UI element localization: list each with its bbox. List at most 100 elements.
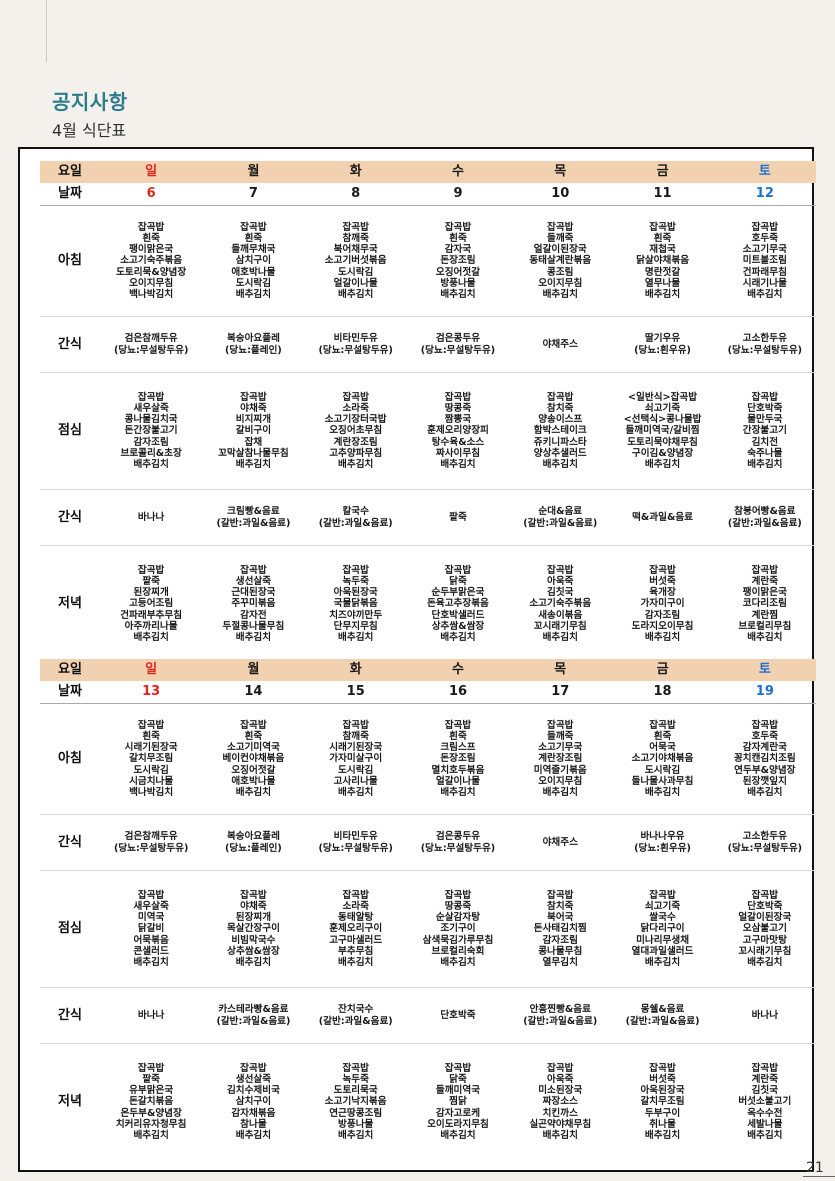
menu-item: 잡곡밥 bbox=[547, 889, 574, 901]
snack2-menu-cell: 바나나 bbox=[100, 489, 203, 546]
menu-item: 배추김치 bbox=[133, 459, 169, 470]
menu-item: 백나박김치 bbox=[129, 289, 174, 300]
menu-item: 북어채무국 bbox=[333, 244, 378, 256]
menu-item: 잡곡밥 bbox=[137, 719, 165, 731]
menu-item: 아욱죽 bbox=[547, 1073, 574, 1085]
day-name-cell: 일 bbox=[100, 659, 203, 681]
menu-item: 콩조림 bbox=[547, 266, 574, 278]
menu-item: 잡곡밥 bbox=[751, 889, 779, 901]
menu-item: 참깨죽 bbox=[342, 232, 369, 244]
menu-item: 배추김치 bbox=[542, 289, 578, 300]
menu-item: 검은콩두유 bbox=[435, 333, 481, 345]
menu-item: 닭살야채볶음 bbox=[636, 255, 690, 267]
menu-item: 목살간장구이 bbox=[226, 923, 280, 935]
day-header-row: 요일 일 월 화 수 목 금 토 bbox=[40, 161, 816, 183]
menu-item: 미소된장국 bbox=[538, 1085, 583, 1097]
menu-item: 소고기숙주볶음 bbox=[120, 255, 183, 267]
menu-item: 배추김치 bbox=[747, 787, 783, 798]
menu-item: 새우살죽 bbox=[133, 402, 169, 414]
menu-item: 호두죽 bbox=[751, 730, 779, 742]
lunch-menu-cell: 잡곡밥 단호박죽 물만두국 간장불고기 김치전 숙주나물 배추김치 bbox=[713, 372, 816, 490]
menu-item: 갈비구이 bbox=[235, 425, 272, 437]
breakfast-menu-cell: 잡곡밥 흰죽 소고기미역국 베이컨야채볶음 오징어젓갈 애호박나물 배추김치 bbox=[202, 703, 305, 815]
menu-item: 닭죽 bbox=[449, 1073, 467, 1085]
day-name-cell: 금 bbox=[611, 659, 714, 681]
menu-item: 브로컬리무침 bbox=[738, 620, 792, 632]
menu-item: 감자전 bbox=[240, 609, 267, 621]
breakfast-menu-cell: 잡곡밥 참깨죽 시래기된장국 가자미살구이 도시락김 고사리나물 배추김치 bbox=[304, 703, 407, 815]
date-cell: 6 bbox=[100, 183, 203, 206]
menu-item: (당뇨:무설탕두유) bbox=[420, 344, 496, 356]
lunch-label: 점심 bbox=[40, 372, 100, 490]
menu-item: 팽이맑은국 bbox=[742, 587, 787, 599]
menu-item: 얼갈이된장국 bbox=[533, 244, 587, 256]
menu-item: 배추김치 bbox=[440, 787, 476, 798]
lunch-menu-cell: 잡곡밥 소라죽 소고기장터국밥 오징어초무침 계란장조림 고추양파무침 배추김치 bbox=[304, 372, 407, 490]
menu-item: 도토리묵&양념장 bbox=[116, 266, 187, 278]
menu-item: 바나나 bbox=[137, 511, 165, 523]
menu-item: 잡곡밥 bbox=[240, 391, 267, 403]
menu-item: 배추김치 bbox=[440, 289, 476, 300]
menu-item: 배추김치 bbox=[644, 289, 681, 300]
menu-item: 고사리나물 bbox=[333, 775, 378, 787]
day-name-cell: 목 bbox=[509, 161, 612, 183]
margin-line bbox=[46, 0, 47, 62]
menu-item: 가자미살구이 bbox=[329, 753, 383, 765]
menu-item: 칼국수 bbox=[342, 506, 369, 518]
menu-item: (갈반:과일&음료) bbox=[523, 517, 598, 529]
menu-item: 갈치무조림 bbox=[129, 753, 174, 765]
menu-item: 잡곡밥 bbox=[444, 1062, 472, 1074]
menu-item: 쌀국수 bbox=[649, 912, 676, 924]
menu-item: 오삼불고기 bbox=[742, 923, 787, 935]
menu-item: 배추김치 bbox=[440, 459, 476, 470]
menu-item: 땅콩죽 bbox=[444, 402, 472, 414]
menu-item: 참치죽 bbox=[547, 900, 574, 912]
menu-item: 순살감자탕 bbox=[435, 912, 481, 924]
menu-item: 베이컨야채볶음 bbox=[222, 753, 285, 765]
menu-item: (당뇨:플레인) bbox=[225, 344, 282, 356]
menu-item: 떡&과일&음료 bbox=[632, 511, 693, 523]
menu-item: 삼색묵김가루무침 bbox=[422, 934, 494, 946]
snack2-menu-cell: 안흥찐빵&음료 (갈반:과일&음료) bbox=[509, 987, 612, 1044]
menu-item: 동태살계란볶음 bbox=[529, 255, 592, 267]
menu-item: 도시락김 bbox=[133, 764, 169, 776]
menu-item: 도시락김 bbox=[338, 266, 374, 278]
menu-item: 소고기버섯볶음 bbox=[324, 255, 387, 267]
day-name-cell: 수 bbox=[406, 659, 510, 681]
menu-item: 야채죽 bbox=[240, 900, 267, 912]
menu-item: 소라죽 bbox=[342, 402, 369, 414]
menu-item: 배추김치 bbox=[133, 1130, 169, 1141]
breakfast-menu-cell: 잡곡밥 흰죽 재첩국 닭살야채볶음 명란젓갈 열무나물 배추김치 bbox=[611, 205, 714, 317]
snack2-menu-cell: 팥죽 bbox=[406, 489, 510, 546]
menu-item: 닭갈비 bbox=[137, 923, 165, 935]
date-cell: 12 bbox=[713, 183, 816, 206]
snack1-menu-cell: 야채주스 bbox=[509, 316, 612, 373]
menu-item: 계란장조림 bbox=[333, 436, 378, 448]
snack1-menu-cell: 고소한두유 (당뇨:무설탕두유) bbox=[713, 316, 816, 373]
menu-item: 짬뽕국 bbox=[444, 414, 472, 426]
menu-item: 배추김치 bbox=[235, 1130, 272, 1141]
menu-item: 팥죽 bbox=[142, 1073, 160, 1085]
dinner-row: 저녁 잡곡밥 팥죽 된장찌개 고등어조림 건파래부추무침 아주까리나물 배추김치 잡곡밥 생선살죽… bbox=[40, 546, 816, 663]
menu-item: 간장불고기 bbox=[742, 425, 787, 437]
menu-item: 오징어젓갈 bbox=[231, 764, 276, 776]
menu-item: 계란장조림 bbox=[538, 753, 583, 765]
menu-item: 배추김치 bbox=[338, 1130, 374, 1141]
menu-item: 생선살죽 bbox=[235, 1073, 272, 1085]
menu-item: (갈반:과일&음료) bbox=[318, 517, 393, 529]
menu-item: 온두부&양념장 bbox=[120, 1107, 182, 1119]
menu-item: 잡곡밥 bbox=[444, 391, 472, 403]
menu-item: 유부맑은국 bbox=[129, 1085, 174, 1097]
menu-item: 바나나우유 bbox=[640, 831, 685, 843]
menu-item: 감자국 bbox=[444, 244, 472, 256]
snack1-menu-cell: 비타민두유 (당뇨:무설탕두유) bbox=[304, 814, 407, 871]
date-row: 날짜 13 14 15 16 17 18 19 bbox=[40, 681, 816, 704]
lunch-menu-cell: 잡곡밥 새우살죽 미역국 닭갈비 어묵볶음 콘샐러드 배추김치 bbox=[100, 870, 203, 988]
menu-item: 돈갈치볶음 bbox=[129, 1096, 174, 1108]
date-cell: 16 bbox=[406, 681, 510, 704]
menu-item: 연두부&양념장 bbox=[734, 764, 796, 776]
menu-item: 잡곡밥 bbox=[342, 889, 369, 901]
menu-item: 잡곡밥 bbox=[444, 221, 472, 233]
day-name-cell: 일 bbox=[100, 161, 203, 183]
dinner-menu-cell: 잡곡밥 아욱죽 김칫국 소고기숙주볶음 새송이볶음 꼬시래기무침 배추김치 bbox=[509, 546, 611, 663]
